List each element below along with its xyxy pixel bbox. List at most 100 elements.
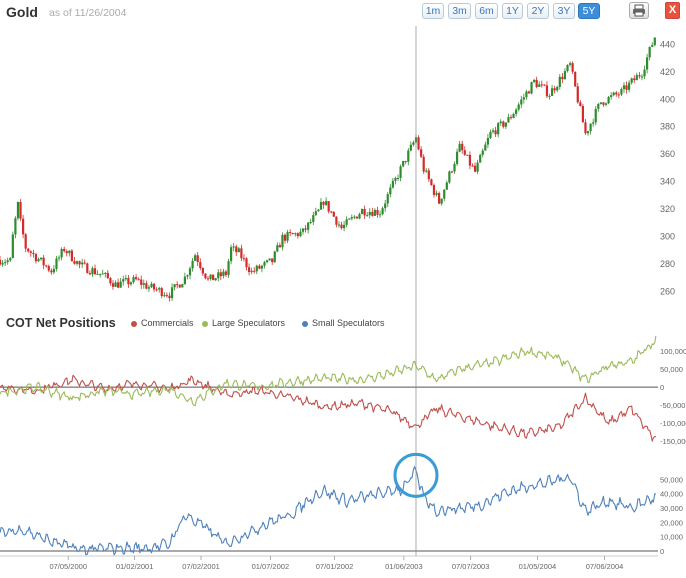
- range-button-3y[interactable]: 3Y: [553, 3, 575, 19]
- candlestick: [34, 252, 38, 264]
- candle-body: [491, 130, 495, 132]
- cot-axis-tick-label: -150,000: [660, 437, 686, 446]
- candle-body: [420, 149, 423, 157]
- candlestick: [455, 148, 459, 166]
- candle-body: [235, 246, 238, 253]
- candle-body: [558, 76, 561, 87]
- candle-body: [479, 154, 482, 163]
- candle-body: [273, 251, 276, 263]
- candlestick: [396, 174, 400, 181]
- candlestick: [158, 286, 161, 293]
- candle-body: [99, 273, 102, 275]
- candle-body: [584, 122, 587, 134]
- candlestick: [450, 170, 454, 174]
- close-button[interactable]: X: [665, 2, 680, 19]
- candlestick: [45, 264, 48, 268]
- candlestick: [628, 80, 631, 93]
- candle-body: [607, 96, 610, 104]
- small-spec-axis-tick-label: 30,000: [660, 504, 683, 513]
- legend-item-large-speculators[interactable]: Large Speculators: [202, 318, 285, 328]
- candle-body: [597, 104, 600, 109]
- candlestick: [543, 84, 546, 87]
- range-button-1m[interactable]: 1m: [422, 3, 444, 19]
- candlestick: [114, 280, 117, 287]
- legend-swatch-commercials: [131, 320, 137, 327]
- candlestick: [194, 253, 197, 262]
- legend-item-commercials[interactable]: Commercials: [131, 318, 194, 328]
- candle-body: [394, 177, 397, 181]
- candle-body: [158, 288, 161, 290]
- cot-legend-title: COT Net Positions: [6, 316, 116, 330]
- candlestick: [584, 118, 587, 135]
- x-axis-tick-label: 01/02/2001: [116, 562, 154, 571]
- candlestick: [260, 264, 264, 273]
- price-axis-tick-label: 320: [660, 204, 675, 214]
- candle-body: [427, 170, 430, 180]
- candlestick: [278, 242, 281, 248]
- candle-body: [212, 274, 215, 281]
- candle-body: [271, 258, 274, 263]
- candle-body: [214, 278, 217, 281]
- candle-body: [527, 91, 531, 94]
- candlestick: [117, 278, 120, 289]
- candlestick: [307, 222, 310, 234]
- range-button-6m[interactable]: 6m: [475, 3, 498, 19]
- candle-body: [366, 215, 369, 217]
- candlestick: [527, 90, 531, 94]
- candlestick: [512, 112, 515, 119]
- range-button-3m[interactable]: 3m: [448, 3, 471, 19]
- small-spec-axis-tick-label: 40,000: [660, 490, 683, 499]
- candle-body: [24, 234, 27, 249]
- candle-body: [450, 171, 454, 173]
- candlestick: [312, 211, 315, 226]
- candlestick: [473, 162, 477, 173]
- candle-body: [222, 271, 225, 277]
- candlestick: [134, 274, 138, 281]
- cot-axis-tick-label: 50,000: [660, 365, 683, 374]
- candlestick: [63, 246, 66, 253]
- candle-body: [407, 150, 410, 162]
- candle-body: [147, 287, 151, 289]
- series-line-large-speculators: [0, 335, 657, 407]
- candle-body: [19, 201, 22, 219]
- candlestick: [581, 103, 584, 123]
- candlestick: [571, 61, 574, 75]
- small-spec-axis-tick-label: 50,000: [660, 475, 683, 484]
- legend-item-small-speculators[interactable]: Small Speculators: [302, 318, 385, 328]
- candle-body: [556, 86, 559, 91]
- candlestick: [563, 68, 567, 80]
- x-axis-tick-label: 07/06/2004: [586, 562, 624, 571]
- candle-body: [60, 248, 63, 258]
- candle-body: [432, 185, 436, 195]
- candle-body: [276, 245, 279, 252]
- candlestick: [597, 102, 600, 112]
- candle-body: [574, 71, 577, 87]
- candle-body: [422, 156, 425, 172]
- candlestick: [533, 78, 536, 84]
- candlestick: [165, 292, 169, 298]
- range-button-2y[interactable]: 2Y: [527, 3, 549, 19]
- candlestick: [327, 201, 330, 214]
- range-button-5y[interactable]: 5Y: [578, 3, 600, 19]
- legend-label-large-speculators: Large Speculators: [212, 318, 286, 328]
- candle-body: [507, 117, 510, 123]
- candlestick: [479, 153, 482, 163]
- x-axis-tick-label: 07/01/2002: [316, 562, 354, 571]
- candlestick: [497, 121, 500, 138]
- candlestick: [350, 214, 353, 221]
- candlestick: [643, 65, 646, 80]
- candlestick: [283, 233, 287, 244]
- candle-body: [129, 282, 133, 285]
- candle-body: [312, 215, 315, 223]
- candlestick: [548, 93, 551, 100]
- candle-body: [486, 138, 489, 145]
- candlestick: [345, 216, 348, 228]
- candlestick: [32, 249, 35, 258]
- range-button-1y[interactable]: 1Y: [502, 3, 523, 19]
- print-button[interactable]: [629, 2, 649, 19]
- candlestick: [430, 178, 433, 186]
- candle-body: [335, 216, 338, 225]
- candlestick: [438, 191, 441, 205]
- candlestick: [255, 264, 258, 275]
- candlestick: [422, 154, 425, 174]
